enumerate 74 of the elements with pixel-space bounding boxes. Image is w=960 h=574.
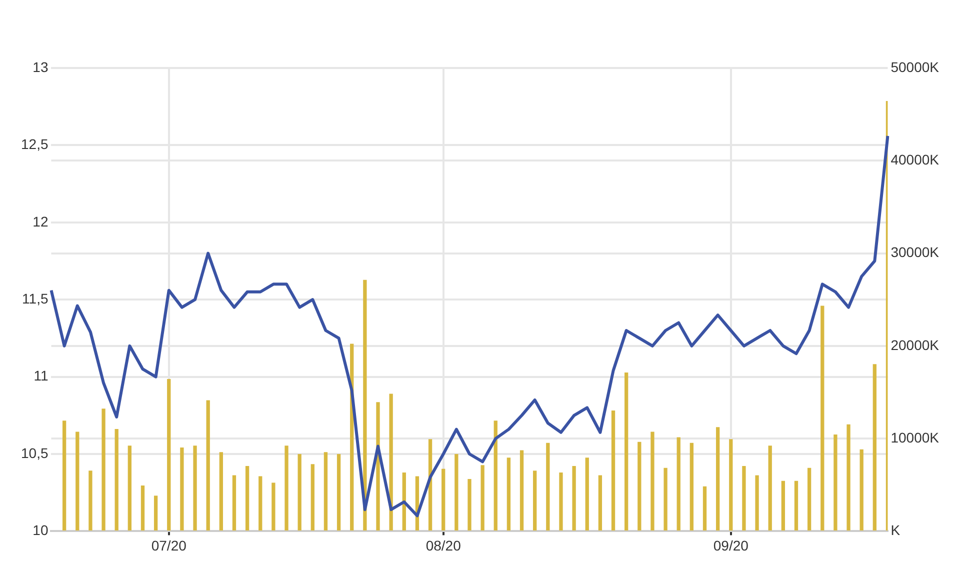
bar [716,427,720,531]
bar [258,476,262,531]
bar [310,464,314,531]
bar [755,475,759,531]
bar [598,475,602,531]
bar [480,465,484,531]
bar [768,446,772,531]
bar [807,468,812,531]
bar [872,364,876,531]
bar [454,454,458,531]
bar [442,468,446,531]
y2-tick-label: K [890,522,901,538]
bar [206,400,210,531]
bar [102,408,106,531]
bar [729,439,733,531]
bar [624,372,628,531]
bar [546,442,550,531]
bar [781,480,785,531]
bar [520,450,524,531]
bar [572,466,576,531]
bar [114,428,118,531]
bar [272,482,276,531]
y-tick-label: 11 [34,368,48,384]
bar [336,454,341,531]
bar [62,420,66,531]
bar [611,410,616,531]
bar [468,478,472,531]
bar [638,442,642,531]
y-tick-label: 10,5 [21,444,48,461]
bar [284,446,288,531]
bar [742,466,746,531]
bar [298,454,302,531]
bar [664,468,668,531]
bar [180,447,184,531]
bar [76,432,80,531]
bar [676,437,680,531]
bar [702,486,707,531]
y-tick-label: 11,5 [22,290,48,306]
y2-tick-label: 40000K [890,152,940,168]
bar [232,475,236,531]
y-tick-label: 12,5 [21,136,48,152]
bar [88,470,92,531]
bar [154,496,158,531]
bar [860,449,864,531]
y2-tick-label: 20000K [890,336,940,353]
bar [167,378,171,531]
x-tick-label: 08/20 [426,537,462,554]
bar [846,424,850,531]
bar [506,458,511,531]
bar [533,470,537,531]
bar [559,472,563,531]
bar [794,480,798,531]
y-tick-label: 10 [32,522,48,538]
x-tick-label: 09/20 [713,537,749,554]
y2-tick-label: 10000K [890,429,940,446]
y2-tick-label: 50000K [890,58,940,75]
bar [690,442,694,531]
bar [820,306,824,531]
bar [128,446,132,531]
bar [193,446,197,531]
y2-tick-label: 30000K [890,244,940,260]
bar [494,420,498,531]
bar [834,434,838,531]
bar [650,432,654,531]
y-tick-label: 12 [32,213,48,230]
y-tick-label: 13 [32,58,48,75]
bar [585,458,589,531]
bar [389,394,393,531]
bar [245,466,250,531]
bar [324,452,328,531]
bar [219,452,223,531]
x-tick-label: 07/20 [151,537,187,554]
bar [140,485,145,531]
bar [363,280,367,531]
